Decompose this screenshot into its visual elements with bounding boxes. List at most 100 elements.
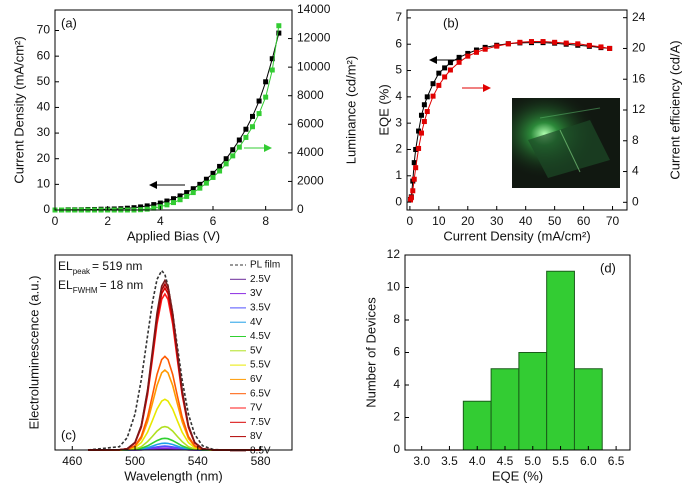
marker: [164, 202, 170, 208]
marker: [563, 40, 569, 46]
marker: [436, 82, 442, 88]
marker: [413, 165, 419, 171]
x-tick-label: 10: [432, 214, 446, 228]
x-tick-label: 460: [62, 454, 82, 468]
annotation-main: EL: [58, 278, 73, 292]
marker: [442, 74, 448, 80]
x-tick-label: 40: [519, 214, 533, 228]
x-tick-label: 50: [548, 214, 562, 228]
legend-label: 4V: [250, 317, 263, 328]
marker: [430, 81, 436, 87]
y-tick-label: 6: [393, 345, 400, 359]
y-tick-label: 60: [37, 48, 51, 62]
marker: [430, 93, 436, 99]
series-line: [55, 32, 280, 211]
marker: [203, 176, 209, 182]
y2-tick-label: 0: [632, 194, 639, 208]
marker: [177, 193, 183, 199]
marker: [436, 70, 442, 76]
marker: [203, 180, 209, 186]
bar: [490, 368, 520, 451]
marker: [276, 23, 282, 29]
y-tick-label: 30: [37, 125, 51, 139]
y-tick-label: 4: [393, 377, 400, 391]
marker: [151, 202, 157, 208]
marker: [171, 200, 176, 206]
y2-axis-title: Current efficiency (cd/A): [667, 40, 682, 179]
x-tick-label: 2: [104, 214, 111, 228]
annotation-rest: = 18 nm: [100, 278, 144, 292]
spectrum-line: [87, 278, 261, 451]
y2-tick-label: 24: [632, 10, 646, 24]
y2-tick-label: 20: [632, 41, 646, 55]
y-tick-label: 7: [395, 10, 402, 24]
marker: [424, 94, 430, 100]
marker: [230, 153, 236, 159]
y2-tick-label: 16: [632, 71, 646, 85]
x-tick-label: 5.5: [552, 454, 569, 468]
marker: [482, 46, 488, 52]
x-tick-label: 60: [577, 214, 591, 228]
x-tick-label: 0: [52, 214, 59, 228]
marker: [421, 119, 427, 125]
y-tick-label: 20: [37, 151, 51, 165]
legend-label: 5V: [250, 345, 263, 356]
legend-label: 8.5V: [250, 446, 271, 457]
y-tick-label: 70: [37, 23, 51, 37]
y-tick-label: 0: [395, 194, 402, 208]
y2-tick-label: 4: [632, 164, 639, 178]
marker: [177, 197, 183, 203]
y2-tick-label: 4000: [297, 145, 324, 159]
marker: [269, 67, 275, 73]
legend-label: 6.5V: [250, 388, 271, 399]
legend-label: 3.5V: [250, 303, 271, 314]
panel-label: (c): [61, 427, 76, 442]
marker: [411, 160, 417, 166]
marker: [418, 130, 424, 136]
panel-label: (d): [600, 260, 616, 275]
marker: [217, 163, 223, 169]
x-tick-label: 4: [157, 214, 164, 228]
y-tick-label: 10: [37, 177, 51, 191]
x-tick-label: 4.0: [469, 454, 486, 468]
x-axis-title: Current Density (mA/cm²): [443, 228, 590, 243]
legend-label: 3V: [250, 288, 263, 299]
marker: [197, 181, 203, 187]
spectrum-line: [88, 355, 261, 451]
y-axis-title: Electroluminescence (a.u.): [26, 276, 41, 430]
marker: [223, 156, 229, 162]
x-tick-label: 6.5: [608, 454, 625, 468]
y-tick-label: 0: [43, 202, 50, 216]
marker: [210, 174, 216, 180]
y-tick-label: 10: [387, 280, 401, 294]
marker: [223, 161, 229, 167]
marker: [197, 185, 203, 191]
spectrum-line: [87, 292, 261, 451]
marker: [250, 124, 255, 130]
series-line: [410, 41, 610, 201]
legend-label: 5.5V: [250, 360, 271, 371]
marker: [210, 170, 216, 176]
y-tick-label: 4: [395, 89, 402, 103]
marker: [505, 41, 511, 47]
marker: [276, 30, 282, 36]
marker: [230, 147, 236, 153]
annotation: ELFWHM = 18 nm: [58, 278, 143, 294]
marker: [607, 45, 613, 51]
y-tick-label: 12: [387, 247, 401, 261]
y2-tick-label: 10000: [297, 59, 331, 73]
spectrum-line: [87, 282, 261, 451]
marker: [410, 188, 416, 194]
marker: [540, 39, 546, 45]
marker: [598, 44, 604, 50]
marker: [447, 60, 453, 66]
y-axis-title: Number of Devices: [363, 297, 378, 408]
x-tick-label: 20: [461, 214, 475, 228]
x-tick-label: 580: [251, 454, 271, 468]
y2-tick-label: 12000: [297, 31, 331, 45]
panel-label: (a): [61, 15, 77, 30]
annotation-rest: = 519 nm: [92, 259, 142, 273]
marker: [424, 109, 430, 115]
y2-axis-title: Luminance (cd/m²): [343, 56, 358, 164]
y-tick-label: 3: [395, 115, 402, 129]
